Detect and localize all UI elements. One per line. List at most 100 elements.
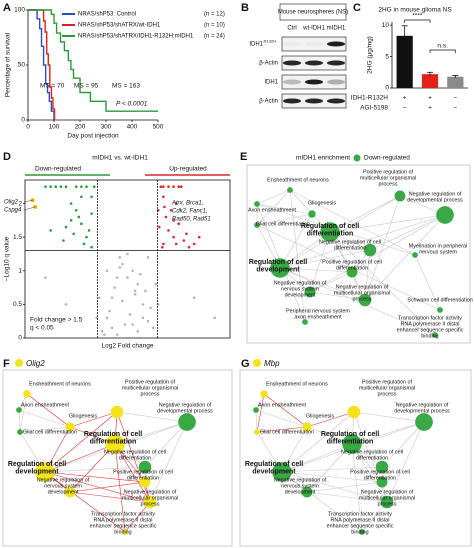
panel-e-frame (246, 164, 471, 344)
point (87, 229, 91, 232)
point (64, 225, 68, 229)
network-edge (306, 491, 388, 503)
panel-label: A (3, 2, 11, 14)
node-label: nervous system (44, 483, 82, 489)
node-label: nervous system (419, 249, 457, 255)
node-label: Regulation of cell (249, 259, 307, 266)
row-label-sup: R132H (264, 39, 277, 44)
network-edge (281, 443, 353, 473)
network-edge (386, 421, 425, 503)
network-edge (306, 443, 353, 493)
node-label: RNA polymerase II distal (330, 517, 389, 523)
network-edge (263, 393, 308, 428)
band (283, 60, 301, 66)
node-label: multicellular organismal (359, 495, 415, 501)
network-edge (279, 213, 313, 269)
row-label: β-Actin (259, 61, 278, 67)
network-title: Olig2 (26, 359, 45, 368)
network-edge (44, 443, 116, 473)
legend-label: NRAS/shP53: Control (78, 12, 136, 18)
network-node (272, 462, 292, 482)
point (85, 185, 88, 189)
network-edge (329, 195, 401, 233)
network-edge (281, 471, 363, 533)
point (121, 299, 124, 303)
point (59, 185, 63, 189)
y-tick-label: 100 (14, 7, 25, 14)
node-label: Gliogenesis (306, 413, 334, 419)
network-edge (149, 421, 188, 503)
point (177, 185, 181, 189)
node-label: Positive regulation of (125, 379, 176, 385)
network-edge (329, 231, 436, 336)
y-tick-label: 5 (385, 53, 389, 60)
node-label: Positive regulation of cell (350, 469, 410, 475)
network-edge (256, 213, 313, 226)
network-edge (19, 426, 71, 433)
point (108, 309, 111, 313)
point (192, 242, 196, 246)
condition-mark: + (403, 95, 407, 102)
survival-curve (28, 9, 55, 120)
band (327, 60, 345, 66)
legend-label: NRAS/shP53/shATRX/wt-IDH1 (78, 23, 161, 29)
node-label: multicellular organismal (334, 290, 390, 296)
network-edge (329, 231, 366, 301)
band (305, 79, 323, 85)
y-axis-label: −Log10 q value (4, 236, 11, 281)
node-label: Regulation of cell (245, 461, 303, 468)
network-node (287, 187, 293, 193)
y-axis-label: 2HG (μg/mg) (367, 36, 374, 74)
point (162, 195, 165, 199)
network-edge (309, 214, 446, 293)
node-label: multicellular organismal (122, 385, 178, 391)
network-edge (279, 214, 446, 269)
condition-label: AGI-5198 (360, 105, 388, 112)
point (180, 185, 183, 189)
point (85, 235, 88, 239)
network-node (64, 486, 76, 498)
point (141, 303, 145, 306)
node-label: Negative regulation of cell (319, 239, 381, 245)
gene-label: Atrx, Brca1, (171, 201, 203, 207)
point (105, 269, 109, 273)
significance-label: n.s. (437, 43, 448, 50)
node-label: differentiation (336, 265, 368, 271)
node-label: Peripheral nervous system (286, 308, 350, 314)
network-node (375, 460, 389, 474)
band (327, 79, 345, 85)
network-edge (279, 267, 353, 273)
row-label: IDH1 (264, 80, 278, 86)
network-node (138, 460, 152, 474)
panel-label: E (240, 151, 247, 163)
chart-title: 2HG in mouse glioma NS (378, 7, 452, 14)
row-label: IDH1 (249, 42, 263, 48)
network-edge (306, 481, 383, 493)
point (151, 326, 155, 330)
network-edge (256, 189, 291, 226)
legend-dot (253, 359, 261, 367)
point (146, 256, 150, 259)
node-label: Negative regulation of cell (341, 449, 403, 455)
point (113, 286, 116, 289)
node-label: Negative regulation of (409, 191, 462, 197)
node-label: binding (421, 333, 438, 339)
point (139, 272, 142, 276)
point (192, 296, 196, 299)
point (162, 242, 165, 246)
network-edge (256, 393, 265, 433)
node-label: Positive regulation of (362, 379, 413, 385)
node-label: Schwann cell differentiation (407, 297, 473, 303)
network-edge (114, 421, 188, 445)
node-label: Glial cell differentiation (256, 221, 310, 227)
node-label: developmental process (407, 197, 463, 203)
band (283, 42, 301, 47)
annotation: MS = 70 (40, 83, 65, 90)
x-tick-label: 200 (75, 124, 86, 131)
network-edge (44, 471, 151, 503)
node-label: Negative regulation of cell (104, 449, 166, 455)
y-tick-label: 0.5 (13, 301, 22, 308)
node-label: binding (114, 529, 131, 535)
point (54, 185, 58, 189)
